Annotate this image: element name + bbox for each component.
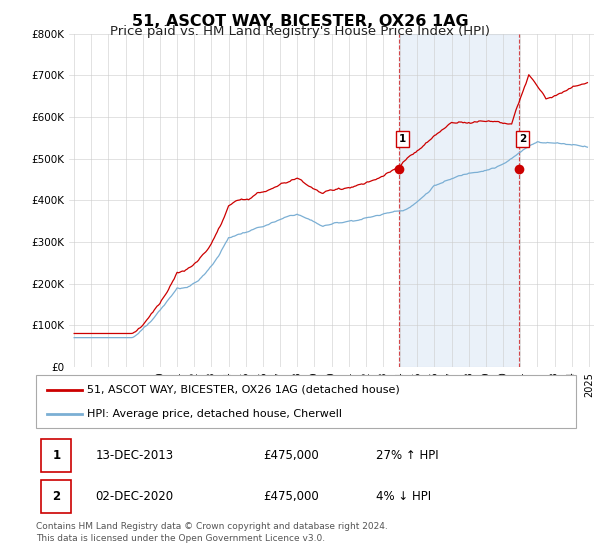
Text: 2: 2 [52, 490, 61, 503]
FancyBboxPatch shape [36, 375, 576, 428]
Text: Contains HM Land Registry data © Crown copyright and database right 2024.
This d: Contains HM Land Registry data © Crown c… [36, 522, 388, 543]
Text: 27% ↑ HPI: 27% ↑ HPI [376, 449, 439, 462]
Text: 1: 1 [399, 134, 406, 144]
Text: 4% ↓ HPI: 4% ↓ HPI [376, 490, 431, 503]
Text: £475,000: £475,000 [263, 490, 319, 503]
Text: 2: 2 [518, 134, 526, 144]
Text: 51, ASCOT WAY, BICESTER, OX26 1AG (detached house): 51, ASCOT WAY, BICESTER, OX26 1AG (detac… [88, 385, 400, 395]
FancyBboxPatch shape [41, 439, 71, 472]
Text: £475,000: £475,000 [263, 449, 319, 462]
Text: 51, ASCOT WAY, BICESTER, OX26 1AG: 51, ASCOT WAY, BICESTER, OX26 1AG [131, 14, 469, 29]
Text: 02-DEC-2020: 02-DEC-2020 [95, 490, 173, 503]
Text: HPI: Average price, detached house, Cherwell: HPI: Average price, detached house, Cher… [88, 409, 342, 419]
Text: Price paid vs. HM Land Registry's House Price Index (HPI): Price paid vs. HM Land Registry's House … [110, 25, 490, 38]
Text: 13-DEC-2013: 13-DEC-2013 [95, 449, 173, 462]
FancyBboxPatch shape [41, 480, 71, 513]
Bar [399, 34, 519, 367]
Text: 1: 1 [52, 449, 61, 462]
